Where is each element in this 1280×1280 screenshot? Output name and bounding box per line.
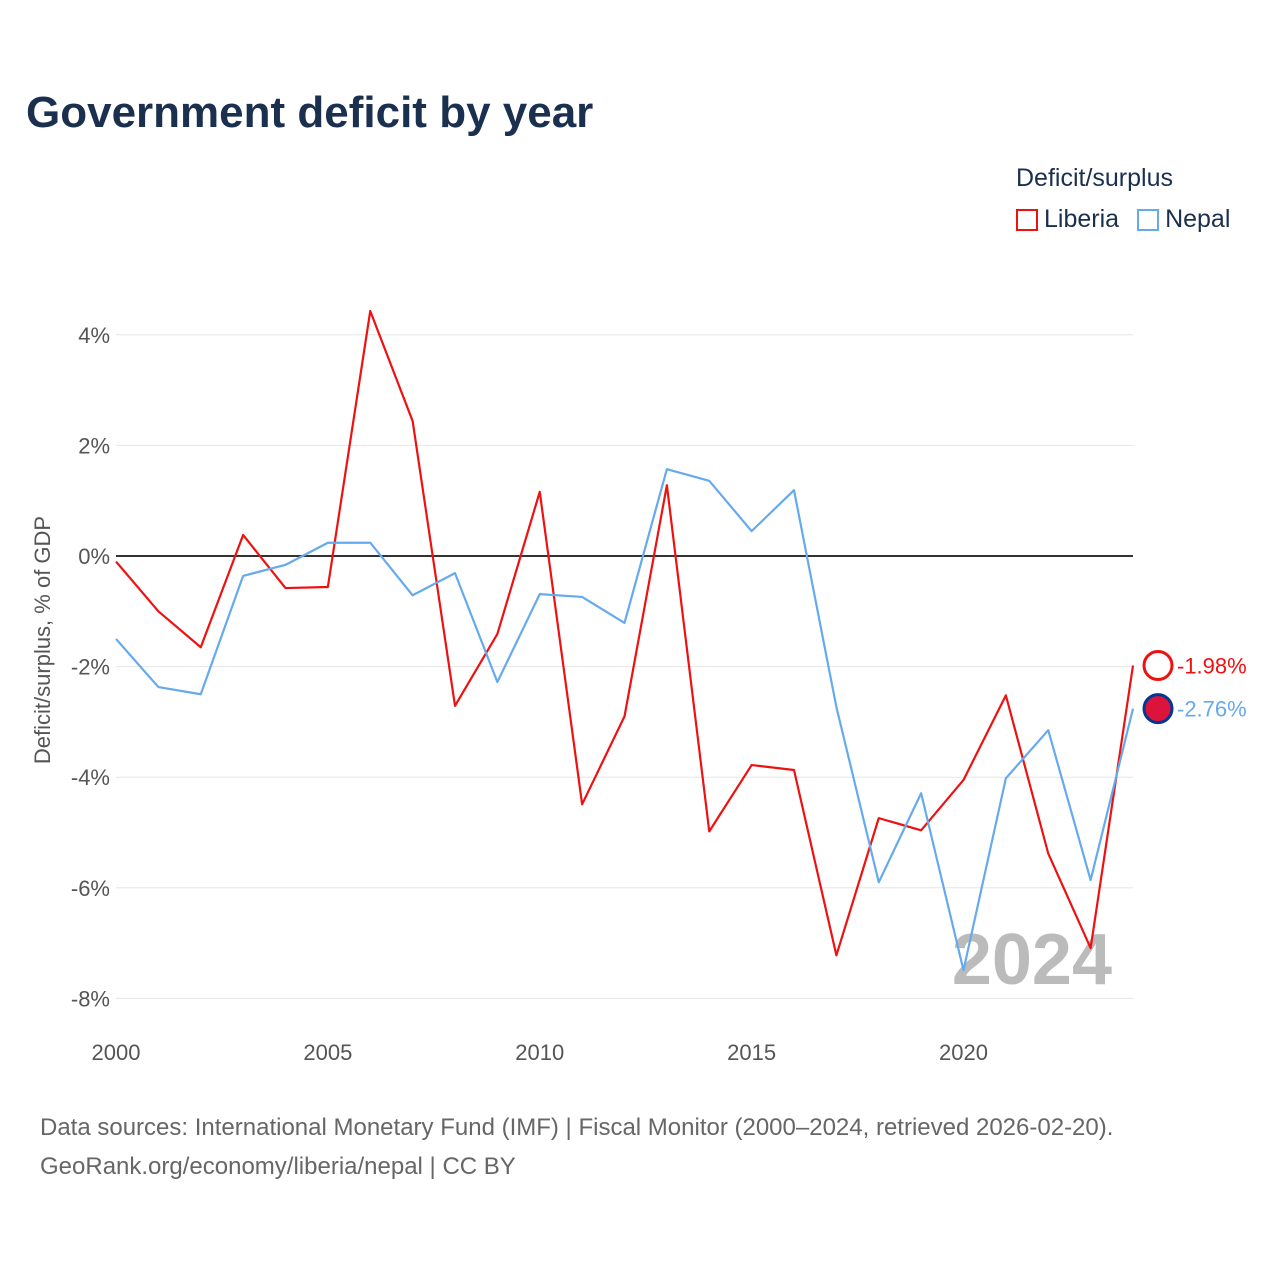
page-title: Government deficit by year	[26, 88, 594, 137]
y-tick-label: 2%	[78, 433, 110, 458]
flag-icon-liberia	[1142, 649, 1174, 681]
y-tick-label: 4%	[78, 323, 110, 348]
legend-label: Liberia	[1044, 205, 1120, 233]
year-watermark: 2024	[952, 920, 1112, 1000]
flag-icon-nepal	[1142, 693, 1174, 725]
end-value-label: -2.76%	[1177, 697, 1247, 722]
y-tick-label: -4%	[71, 765, 110, 790]
y-tick-label: -6%	[71, 876, 110, 901]
x-tick-label: 2015	[727, 1040, 776, 1065]
legend-swatch-nepal	[1137, 208, 1160, 231]
x-tick-label: 2020	[939, 1040, 988, 1065]
legend-item-nepal[interactable]: Nepal	[1137, 205, 1230, 234]
legend-title: Deficit/surplus	[1016, 164, 1173, 192]
y-tick-label: 0%	[78, 544, 110, 569]
legend-item-liberia[interactable]: Liberia	[1016, 205, 1119, 234]
y-tick-label: -2%	[71, 655, 110, 680]
source-line-2: GeoRank.org/economy/liberia/nepal | CC B…	[40, 1153, 516, 1180]
x-tick-label: 2010	[515, 1040, 564, 1065]
legend: Liberia Nepal	[1016, 205, 1230, 234]
end-value-label: -1.98%	[1177, 653, 1247, 678]
series-line-nepal	[115, 468, 1135, 972]
y-axis-label: Deficit/surplus, % of GDP	[30, 516, 55, 764]
x-tick-label: 2005	[303, 1040, 352, 1065]
source-note: Data sources: International Monetary Fun…	[40, 1108, 1113, 1186]
legend-swatch-liberia	[1016, 208, 1038, 231]
legend-label: Nepal	[1165, 205, 1231, 233]
y-tick-label: -8%	[71, 986, 110, 1011]
series-line-liberia	[115, 309, 1135, 957]
source-line-1: Data sources: International Monetary Fun…	[40, 1114, 1114, 1141]
x-tick-label: 2000	[92, 1040, 141, 1065]
